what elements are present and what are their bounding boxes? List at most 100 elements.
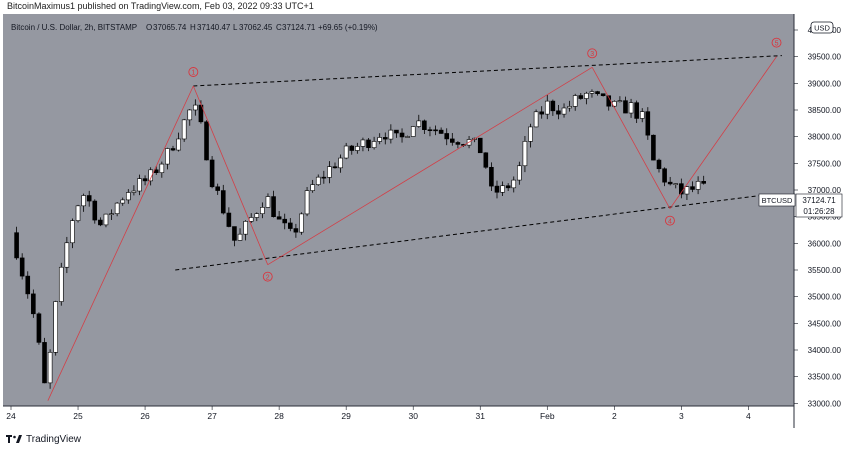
bear-candle — [399, 132, 405, 138]
close-value: 37124.71 — [282, 23, 316, 32]
bear-candle — [14, 232, 19, 259]
bear-candle — [505, 185, 511, 189]
price-axis[interactable] — [794, 14, 845, 428]
open-label: O — [146, 23, 152, 32]
bull-candle — [572, 95, 578, 107]
bull-candle — [377, 137, 382, 142]
bear-candle — [477, 137, 483, 154]
y-tick-label: 39000.00 — [808, 79, 842, 88]
bear-candle — [142, 178, 148, 182]
bull-candle — [260, 207, 265, 214]
bear-candle — [433, 129, 438, 132]
bear-candle — [427, 129, 433, 131]
wave-label-circle — [262, 271, 273, 282]
wave-segment — [669, 56, 777, 209]
x-tick-label: 3 — [679, 411, 684, 421]
bear-candle — [332, 166, 338, 169]
currency-badge[interactable] — [810, 21, 834, 34]
bear-candle — [92, 200, 98, 221]
bull-candle — [628, 102, 634, 114]
x-tick-label: Feb — [540, 411, 555, 421]
bull-candle — [304, 190, 310, 215]
bear-candle — [662, 168, 667, 183]
bear-candle — [679, 183, 684, 195]
y-tick-label: 35000.00 — [808, 293, 842, 302]
y-tick-label: 37000.00 — [808, 186, 842, 195]
y-tick-label: 33500.00 — [808, 373, 842, 382]
wave-label: 3 — [590, 51, 594, 58]
bull-candle — [165, 148, 170, 165]
bull-candle — [103, 213, 109, 226]
bull-candle — [75, 205, 81, 221]
bull-candle — [617, 100, 623, 102]
bear-candle — [86, 195, 92, 202]
bear-candle — [153, 169, 159, 173]
x-tick-label: 2 — [612, 411, 617, 421]
x-tick-label: 4 — [746, 411, 751, 421]
bear-candle — [645, 111, 651, 136]
bull-candle — [639, 111, 645, 119]
bull-candle — [53, 301, 58, 353]
bear-candle — [690, 186, 695, 190]
bull-candle — [673, 183, 679, 185]
bull-candle — [695, 181, 701, 190]
bear-candle — [226, 212, 232, 227]
bear-candle — [31, 293, 36, 315]
wave-segment — [47, 85, 194, 401]
bear-candle — [667, 181, 673, 185]
y-tick-label: 34500.00 — [808, 319, 842, 328]
symbol-tag-label: BTCUSD — [762, 196, 793, 205]
bear-candle — [651, 134, 656, 161]
bull-candle — [58, 266, 64, 302]
wave-label-circle — [587, 48, 598, 59]
channel-lines — [175, 55, 782, 271]
low-label: L — [233, 23, 238, 32]
bull-candle — [327, 166, 332, 178]
bear-candle — [288, 222, 293, 229]
bear-candle — [170, 148, 176, 151]
bear-candle — [276, 216, 282, 220]
publish-header: BitcoinMaximus1 published on TradingView… — [0, 0, 850, 12]
plot-area[interactable] — [3, 14, 794, 406]
bull-candle — [360, 139, 366, 147]
bull-candle — [561, 107, 567, 115]
bear-candle — [578, 95, 584, 99]
bull-candle — [584, 92, 589, 99]
bull-candle — [410, 126, 416, 137]
bull-candle — [126, 192, 131, 201]
bull-candle — [522, 141, 528, 167]
bear-candle — [422, 120, 427, 130]
wave-label: 5 — [775, 40, 779, 47]
bear-candle — [483, 152, 489, 168]
high-value: 37140.47 — [197, 23, 231, 32]
bear-candle — [42, 342, 47, 384]
tradingview-footer[interactable]: TradingView — [6, 432, 81, 446]
y-tick-label: 36000.00 — [808, 239, 842, 248]
bull-candle — [81, 195, 86, 207]
x-tick-label: 24 — [6, 411, 16, 421]
bull-candle — [405, 136, 410, 138]
bear-candle — [349, 145, 355, 151]
bull-candle — [64, 242, 70, 268]
bull-candle — [500, 185, 505, 193]
candlestick-chart[interactable]: 1 2 3 4 5 33000.00 33500.00 34000.00 34500.00 35… — [3, 14, 845, 428]
chart-frame[interactable]: 1 2 3 4 5 33000.00 33500.00 34000.00 34500.00 35… — [3, 14, 845, 428]
x-tick-label: 27 — [207, 411, 217, 421]
bull-candle — [120, 199, 126, 204]
bull-candle — [544, 100, 550, 115]
wave-label: 2 — [266, 274, 270, 281]
bear-candle — [215, 186, 220, 191]
wave-label-circle — [664, 215, 675, 226]
bear-candle — [489, 166, 494, 187]
bear-candle — [271, 196, 276, 218]
bull-candle — [176, 138, 181, 151]
time-axis[interactable] — [3, 406, 794, 428]
bear-candle — [282, 218, 288, 224]
x-tick-labels: 24 25 26 27 28 29 30 31 Feb 2 3 4 — [6, 406, 751, 421]
bull-candle — [131, 190, 137, 193]
bull-candle — [70, 220, 75, 244]
wave-label: 1 — [191, 70, 195, 77]
bull-candle — [343, 145, 349, 159]
bear-candle — [232, 226, 237, 241]
bull-candle — [243, 221, 248, 235]
